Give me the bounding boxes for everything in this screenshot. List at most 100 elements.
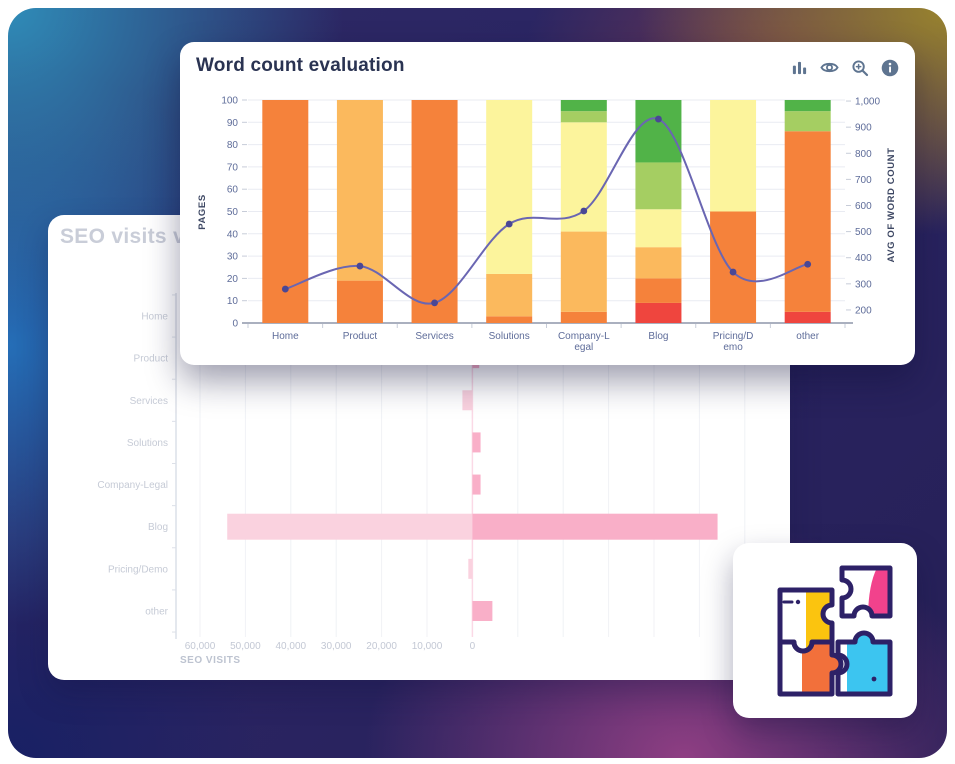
bar-Solutions-light-orange[interactable] — [486, 273, 533, 317]
y-right-tick-label: 900 — [855, 123, 872, 134]
bar-other-light-green[interactable] — [784, 111, 831, 132]
bar-Solutions-orange[interactable] — [486, 316, 533, 323]
category-label: other — [145, 606, 168, 617]
category-label: Solutions — [127, 438, 168, 449]
bar-Blog-orange[interactable] — [635, 278, 682, 303]
y-left-tick-label: 50 — [227, 207, 239, 218]
word-count-chart: 0 10 20 30 40 50 60 70 80 90 100 200 300 400 500 600 700… — [197, 96, 897, 354]
eye-icon[interactable] — [820, 58, 839, 77]
bar-Company-Legal-orange[interactable] — [560, 311, 607, 323]
y-right-tick-label: 500 — [855, 227, 872, 238]
y-right-tick-label: 1,000 — [855, 97, 880, 108]
line-point-Company-Legal[interactable] — [580, 207, 588, 215]
y-left-tick-label: 70 — [227, 162, 239, 173]
y-left-tick-label: 10 — [227, 296, 239, 307]
puzzle-card — [733, 543, 917, 718]
bar-Company-Legal-light-orange[interactable] — [560, 231, 607, 312]
x-tick-label: 60,000 — [185, 641, 216, 652]
bar-Blog-yellow[interactable] — [635, 209, 682, 248]
line-point-other[interactable] — [804, 260, 812, 268]
bar-Blog-light-orange[interactable] — [635, 247, 682, 279]
bar-Company-Legal-yellow[interactable] — [560, 122, 607, 232]
y-right-tick-label: 400 — [855, 253, 872, 264]
y-left-tick-label: 30 — [227, 252, 239, 263]
back-card-title: SEO visits vs a — [60, 225, 216, 248]
x-tick-label: 40,000 — [276, 641, 307, 652]
y-left-axis-title: PAGES — [197, 194, 208, 230]
puzzle-tl-outline — [777, 587, 835, 654]
y-left-tick-label: 60 — [227, 185, 239, 196]
zoom-in-icon[interactable] — [850, 58, 869, 77]
bar-Company-Legal-light-green[interactable] — [560, 111, 607, 123]
puzzle-br-outline — [835, 630, 893, 697]
bar-Blog-compare-right[interactable] — [472, 513, 718, 540]
puzzle-bl-white — [780, 642, 802, 694]
bar-Services-orange[interactable] — [411, 100, 458, 323]
y-left-tick-label: 40 — [227, 229, 239, 240]
category-label: Home — [141, 312, 168, 323]
puzzle-br-dot — [871, 676, 877, 682]
bar-other-compare-right[interactable] — [472, 600, 493, 621]
y-right-tick-label: 300 — [855, 279, 872, 290]
category-label: Services — [130, 396, 168, 407]
card-toolbar — [790, 58, 899, 77]
category-label: Blog — [148, 522, 168, 533]
bar-Blog-seo-visits-left[interactable] — [227, 513, 473, 540]
x-tick-label: emo — [723, 342, 743, 353]
bar-Services-seo-visits-left[interactable] — [462, 390, 473, 411]
bar-Product-light-orange[interactable] — [336, 100, 383, 281]
bar-Blog-red[interactable] — [635, 302, 682, 323]
x-axis-title: SEO VISITS — [180, 655, 241, 666]
bar-Solutions-yellow[interactable] — [486, 100, 533, 274]
category-label: Company-Legal — [97, 480, 168, 491]
x-tick-label: other — [796, 331, 819, 342]
category-label: Product — [134, 354, 169, 365]
bar-other-orange[interactable] — [784, 131, 831, 312]
bar-Solutions-compare-right[interactable] — [472, 432, 481, 453]
x-tick-label: 20,000 — [366, 641, 397, 652]
x-tick-label: Blog — [648, 331, 668, 342]
y-left-tick-label: 100 — [221, 96, 238, 107]
line-point-Blog[interactable] — [655, 115, 662, 123]
bar-other-red[interactable] — [784, 311, 831, 323]
bar-other-green[interactable] — [784, 100, 831, 112]
y-left-tick-label: 90 — [227, 118, 239, 129]
x-tick-label: Company-L — [558, 331, 610, 342]
x-tick-label: egal — [574, 342, 593, 353]
x-tick-label: 30,000 — [321, 641, 352, 652]
x-tick-label: 10,000 — [412, 641, 443, 652]
x-tick-label: Solutions — [489, 331, 530, 342]
bar-Blog-green[interactable] — [635, 100, 682, 163]
x-tick-label: Pricing/D — [713, 331, 754, 342]
word-count-card: Word count evaluation — [180, 42, 915, 365]
y-right-tick-label: 200 — [855, 305, 872, 316]
line-point-Home[interactable] — [281, 285, 289, 293]
y-right-tick-label: 600 — [855, 201, 872, 212]
puzzle-tr-pink — [868, 568, 890, 616]
x-tick-label: Product — [343, 331, 378, 342]
bar-Pricing/Demo-seo-visits-left[interactable] — [468, 558, 473, 579]
bar-Pricing/Demo-orange[interactable] — [710, 211, 757, 324]
front-card-title: Word count evaluation — [196, 55, 405, 76]
y-left-tick-label: 80 — [227, 140, 239, 151]
category-label: Pricing/Demo — [108, 564, 168, 575]
x-tick-label: 50,000 — [230, 641, 261, 652]
avg-word-count-line — [285, 117, 808, 305]
bar-Blog-light-green[interactable] — [635, 162, 682, 210]
bar-Company-Legal-compare-right[interactable] — [472, 474, 481, 495]
bar-Product-orange[interactable] — [336, 280, 383, 323]
y-left-tick-label: 20 — [227, 274, 239, 285]
line-point-Services[interactable] — [431, 299, 438, 307]
line-point-Solutions[interactable] — [505, 220, 513, 228]
bar-chart-icon[interactable] — [790, 58, 809, 77]
line-point-Product[interactable] — [356, 262, 364, 270]
info-icon[interactable] — [880, 58, 899, 77]
line-point-Pricing/Demo[interactable] — [729, 268, 737, 276]
y-left-tick-label: 0 — [232, 319, 238, 330]
puzzle-tl-dot — [795, 599, 801, 605]
puzzle-tr-outline — [839, 565, 893, 619]
x-tick-label: 0 — [470, 641, 476, 652]
bar-Pricing/Demo-yellow[interactable] — [710, 100, 757, 212]
bar-Company-Legal-green[interactable] — [560, 100, 607, 112]
